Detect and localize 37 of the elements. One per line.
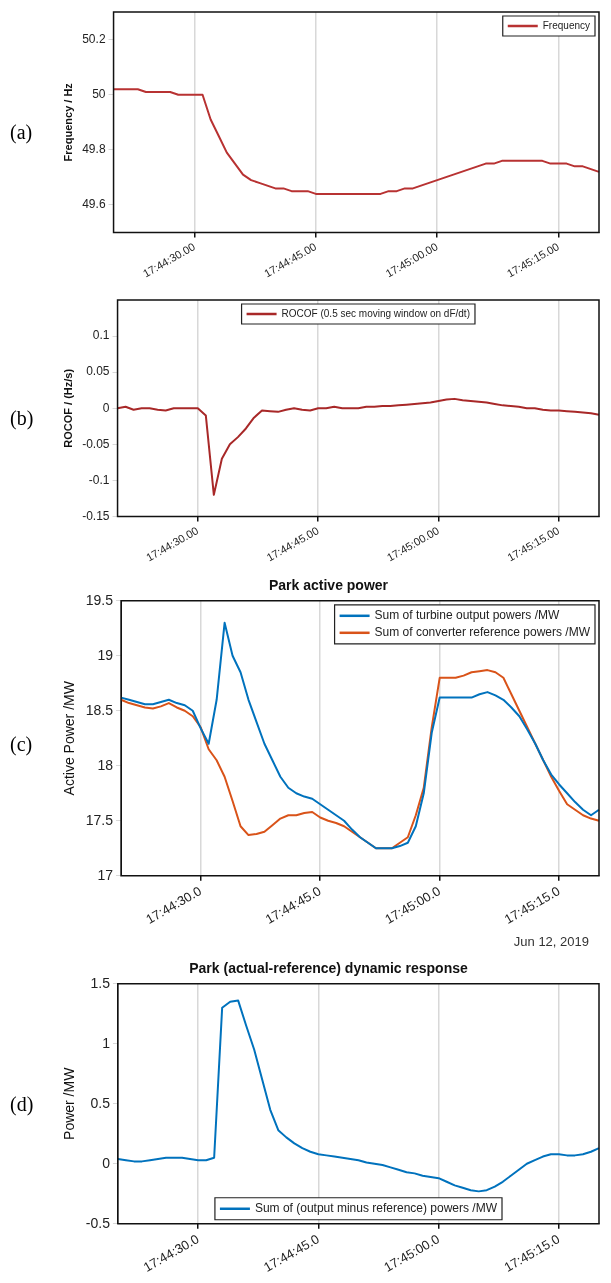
text: (b) xyxy=(10,407,34,431)
legend-label: Sum of converter reference powers /MW xyxy=(374,625,591,640)
y-tick-label: -0.05 xyxy=(82,436,110,451)
y-tick-label: -0.5 xyxy=(85,1214,111,1231)
y-tick-label: -0.1 xyxy=(88,472,110,487)
y-tick-label: 17 xyxy=(97,866,114,883)
y-axis-title: Frequency / Hz xyxy=(61,82,74,162)
y-tick-label: 0.1 xyxy=(92,328,110,343)
y-axis-title: Active Power /MW xyxy=(61,680,78,796)
y-tick-label: 18.5 xyxy=(85,701,114,718)
text: (a) xyxy=(10,120,33,144)
y-tick-label: 0.5 xyxy=(90,1094,111,1111)
y-tick-label: 17.5 xyxy=(85,811,114,828)
y-tick-label: 0 xyxy=(102,1154,111,1171)
legend-label: ROCOF (0.5 sec moving window on dF/dt) xyxy=(281,307,470,319)
y-tick-label: 0 xyxy=(102,400,110,415)
y-tick-label: -0.15 xyxy=(82,508,110,523)
y-tick-label: 18 xyxy=(97,756,114,773)
y-tick-label: 0.05 xyxy=(86,364,110,379)
text: Jun 12, 2019 xyxy=(513,934,589,950)
y-axis-title: ROCOF / (Hz/s) xyxy=(61,368,74,448)
legend-label: Sum of turbine output powers /MW xyxy=(374,608,561,623)
legend-label: Sum of (output minus reference) powers /MW xyxy=(254,1201,498,1216)
y-tick-label: 1 xyxy=(102,1034,111,1051)
y-tick-label: 1.5 xyxy=(90,974,111,991)
chart-title: Park active power xyxy=(268,577,389,594)
y-tick-label: 49.8 xyxy=(82,142,106,157)
y-tick-label: 19.5 xyxy=(85,591,114,608)
y-tick-label: 19 xyxy=(97,646,114,663)
text: (c) xyxy=(10,732,33,756)
y-tick-label: 50 xyxy=(92,87,106,102)
y-tick-label: 50.2 xyxy=(82,31,106,46)
y-tick-label: 49.6 xyxy=(82,197,106,212)
legend-label: Frequency xyxy=(542,19,590,31)
chart-title: Park (actual-reference) dynamic response xyxy=(189,960,468,977)
text: (d) xyxy=(10,1092,34,1116)
y-axis-title: Power /MW xyxy=(61,1066,78,1140)
